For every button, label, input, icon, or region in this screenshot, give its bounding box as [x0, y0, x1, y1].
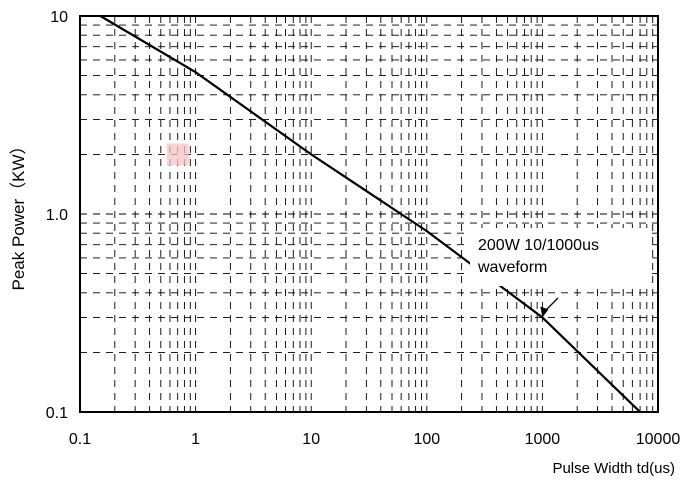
x-tick-label: 0.1	[69, 431, 91, 448]
plot-frame	[79, 15, 659, 413]
grid-lines	[80, 16, 658, 412]
annotation-background	[470, 228, 650, 286]
x-tick-label: 10000	[636, 431, 681, 448]
annotation-group: 200W 10/1000us waveform	[470, 228, 650, 318]
x-axis-label: Pulse Width td(us)	[552, 460, 675, 477]
series-line	[99, 15, 641, 413]
x-tick-label: 1000	[525, 431, 561, 448]
annotation-arrow-head	[540, 306, 549, 318]
plot-border	[79, 15, 659, 413]
y-tick-label: 1.0	[46, 207, 68, 224]
x-tick-label: 100	[413, 431, 440, 448]
highlight-mark	[166, 143, 189, 166]
x-tick-label: 1	[191, 431, 200, 448]
series-group	[99, 15, 641, 413]
x-tick-label: 10	[302, 431, 320, 448]
y-axis-label: Peak Power（KW）	[9, 137, 28, 290]
annotation-text: waveform	[477, 259, 547, 276]
tick-labels: 0.1 1 10 100 1000 10000 0.1 1.0 10	[46, 9, 681, 448]
y-tick-label: 0.1	[46, 405, 68, 422]
y-tick-label: 10	[50, 9, 68, 26]
annotation-text: 200W 10/1000us	[478, 237, 599, 254]
